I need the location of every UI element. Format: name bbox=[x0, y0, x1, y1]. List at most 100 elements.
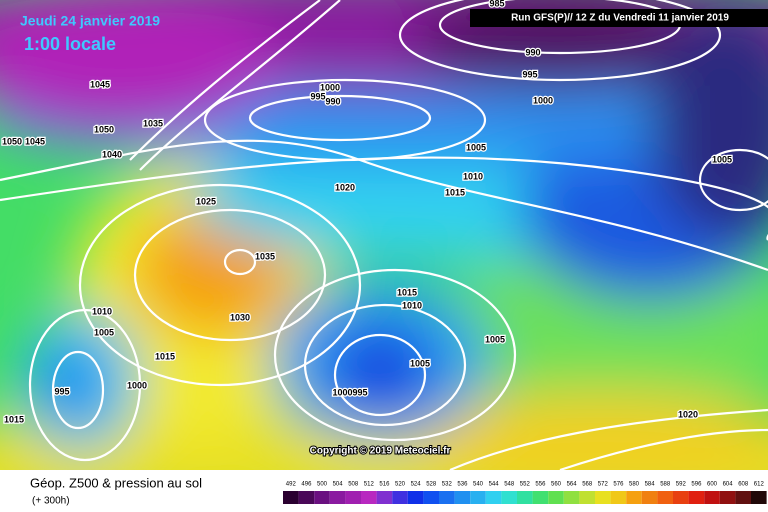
colorbar-label: 580 bbox=[629, 482, 640, 488]
colorbar-swatch bbox=[532, 491, 549, 504]
colorbar-label: 508 bbox=[348, 482, 359, 488]
colorbar-label: 496 bbox=[301, 482, 312, 488]
colorbar-label: 560 bbox=[551, 482, 562, 488]
colorbar-label: 504 bbox=[333, 482, 344, 488]
colorbar-swatch bbox=[641, 491, 658, 504]
colorbar-swatch bbox=[361, 491, 377, 504]
isobar-label: 1020 bbox=[335, 182, 355, 192]
isobar-label: 1045 bbox=[90, 79, 110, 89]
colorbar-swatch bbox=[345, 491, 361, 504]
colorbar-label: 524 bbox=[411, 482, 422, 488]
colorbar-swatch bbox=[283, 491, 299, 504]
isobar-label: 1005 bbox=[485, 334, 505, 344]
colorbar-swatch bbox=[454, 491, 471, 504]
colorbar-label: 608 bbox=[738, 482, 749, 488]
colorbar-swatch bbox=[704, 491, 720, 504]
isobar-label: 995 bbox=[522, 69, 537, 79]
colorbar-label: 564 bbox=[567, 482, 578, 488]
colorbar-label: 520 bbox=[395, 482, 406, 488]
colorbar-swatch bbox=[501, 491, 517, 504]
isobar-label: 1035 bbox=[255, 251, 275, 261]
isobar-label: 1015 bbox=[445, 187, 465, 197]
colorbar-label: 592 bbox=[676, 482, 687, 488]
colorbar-swatch bbox=[735, 491, 751, 504]
isobar-label: 990 bbox=[525, 47, 540, 57]
isobar-label: 1005 bbox=[712, 154, 732, 164]
colorbar-swatch bbox=[314, 491, 330, 504]
colorbar-swatch bbox=[439, 491, 455, 504]
colorbar-label: 556 bbox=[535, 482, 546, 488]
colorbar-swatch bbox=[719, 491, 736, 504]
isobar-label: 1010 bbox=[463, 171, 483, 181]
isobar-label: 1010 bbox=[402, 300, 422, 310]
colorbar-label: 516 bbox=[379, 482, 390, 488]
footer-title: Géop. Z500 & pression au sol bbox=[30, 475, 202, 490]
isobar-label: 1035 bbox=[143, 118, 163, 128]
colorbar-label: 552 bbox=[520, 482, 531, 488]
colorbar-swatch bbox=[517, 491, 533, 504]
colorbar-label: 544 bbox=[489, 482, 500, 488]
colorbar-swatch bbox=[563, 491, 580, 504]
colorbar-label: 596 bbox=[691, 482, 702, 488]
colorbar-label: 604 bbox=[723, 482, 734, 488]
colorbar: 492 496 500 504 508 512 516 520 524 528 532 536 540 5… bbox=[283, 482, 767, 504]
colorbar-label: 528 bbox=[426, 482, 437, 488]
colorbar-label: 492 bbox=[286, 482, 297, 488]
colorbar-label: 588 bbox=[660, 482, 671, 488]
colorbar-label: 500 bbox=[317, 482, 328, 488]
colorbar-swatch bbox=[657, 491, 673, 504]
colorbar-swatch bbox=[423, 491, 439, 504]
isobar-label: 990 bbox=[325, 96, 340, 106]
colorbar-label: 572 bbox=[598, 482, 609, 488]
colorbar-label: 532 bbox=[442, 482, 453, 488]
colorbar-label: 576 bbox=[613, 482, 624, 488]
colorbar-swatch bbox=[392, 491, 408, 504]
isobar-label: 995 bbox=[54, 386, 69, 396]
isobar-label: 1050 bbox=[2, 136, 22, 146]
isobar-label: 995 bbox=[310, 91, 325, 101]
isobar-label: 1000 bbox=[127, 380, 147, 390]
isobar-label: 1020 bbox=[678, 409, 698, 419]
colorbar-swatch bbox=[485, 491, 502, 504]
colorbar-swatch bbox=[329, 491, 346, 504]
isobar-label: 1000995 bbox=[332, 387, 367, 397]
isobar-label: 1005 bbox=[94, 327, 114, 337]
colorbar-label: 512 bbox=[364, 482, 375, 488]
isobar-label: 1030 bbox=[230, 312, 250, 322]
colorbar-label: 536 bbox=[457, 482, 468, 488]
colorbar-swatch bbox=[595, 491, 611, 504]
colorbar-swatch bbox=[626, 491, 642, 504]
colorbar-swatch bbox=[407, 491, 424, 504]
isobar-label: 1005 bbox=[466, 142, 486, 152]
colorbar-swatch bbox=[298, 491, 315, 504]
colorbar-label: 568 bbox=[582, 482, 593, 488]
colorbar-swatch bbox=[579, 491, 595, 504]
isobar-label: 1010 bbox=[92, 306, 112, 316]
isobar-label: 1015 bbox=[4, 414, 24, 424]
colorbar-label: 584 bbox=[645, 482, 656, 488]
colorbar-swatch bbox=[673, 491, 689, 504]
colorbar-swatch bbox=[751, 491, 767, 504]
copyright: Copyright © 2019 Meteociel.fr bbox=[310, 446, 451, 457]
colorbar-swatch bbox=[470, 491, 486, 504]
isobar-label: 985 bbox=[489, 0, 504, 8]
isobar-label: 1045 bbox=[25, 136, 45, 146]
local-time: 1:00 locale bbox=[24, 34, 116, 54]
isobar-label: 1015 bbox=[155, 351, 175, 361]
isobar-label: 1050 bbox=[94, 124, 114, 134]
colorbar-swatch bbox=[376, 491, 393, 504]
colorbar-swatch bbox=[610, 491, 627, 504]
colorbar-swatch bbox=[688, 491, 705, 504]
isobar-label: 1005 bbox=[410, 358, 430, 368]
isobar-label: 1015 bbox=[397, 287, 417, 297]
colorbar-label: 600 bbox=[707, 482, 718, 488]
colorbar-label: 548 bbox=[504, 482, 515, 488]
colorbar-label: 612 bbox=[754, 482, 765, 488]
isobar-label: 1025 bbox=[196, 196, 216, 206]
run-info: Run GFS(P)// 12 Z du Vendredi 11 janvier… bbox=[511, 13, 729, 24]
isobar-label: 1000 bbox=[320, 82, 340, 92]
colorbar-swatch bbox=[548, 491, 564, 504]
lead-time: (+ 300h) bbox=[32, 496, 70, 507]
